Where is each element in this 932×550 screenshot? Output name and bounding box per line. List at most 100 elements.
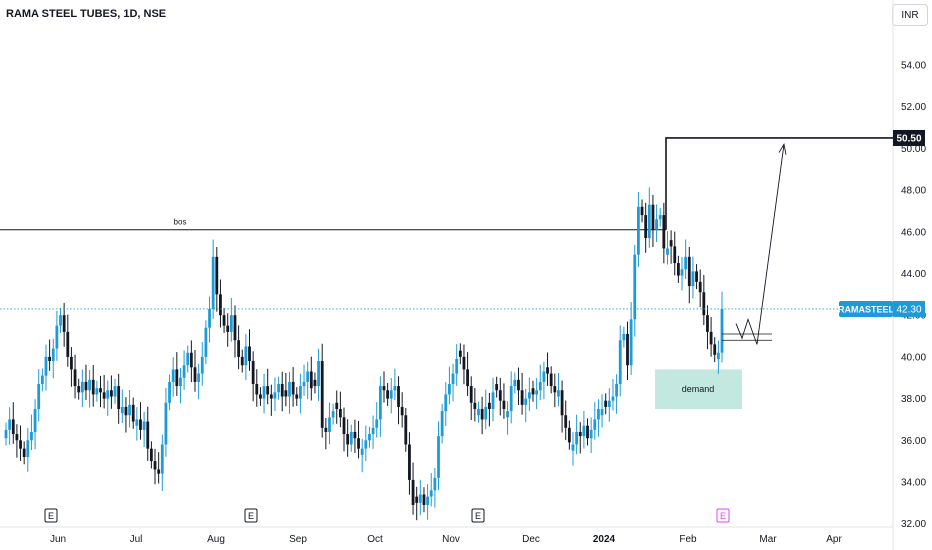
candle [280, 371, 284, 412]
candle [575, 414, 579, 455]
candle [687, 247, 691, 304]
candle [698, 269, 702, 308]
candle [248, 329, 251, 371]
candle [527, 377, 531, 411]
candle [611, 379, 615, 411]
candle [240, 349, 244, 373]
candle [153, 448, 157, 485]
earnings-badge[interactable] [244, 508, 258, 523]
candle [208, 296, 211, 343]
candle [131, 397, 135, 429]
candle [404, 407, 408, 452]
swing-high-line[interactable] [665, 137, 893, 230]
candle [102, 375, 106, 409]
candle [33, 399, 37, 450]
x-tick-label: Feb [679, 534, 697, 545]
x-tick-label: Oct [367, 534, 383, 545]
candle [324, 417, 328, 450]
candle [160, 434, 164, 491]
candle [237, 325, 241, 370]
candle [586, 418, 589, 446]
earnings-badge[interactable] [471, 508, 485, 523]
candle [647, 187, 651, 248]
candle [342, 407, 346, 452]
candle [80, 369, 84, 408]
candle [55, 310, 59, 361]
y-tick-label: 52.00 [901, 102, 926, 113]
candle [557, 372, 560, 407]
candle [95, 380, 99, 402]
arrow-head-icon [778, 142, 787, 155]
candle [179, 367, 182, 404]
candle [382, 371, 386, 403]
candle [66, 314, 70, 367]
candle [644, 202, 648, 253]
candle [222, 307, 226, 333]
candle [695, 264, 698, 290]
candle [666, 231, 669, 265]
candle [720, 291, 724, 363]
projection-path[interactable] [735, 144, 785, 345]
candle [469, 376, 473, 421]
candle [262, 373, 266, 414]
candle [386, 382, 390, 406]
candle [706, 305, 709, 350]
candle [204, 320, 208, 365]
candle [255, 369, 259, 407]
candle [535, 377, 539, 410]
candle [291, 367, 295, 407]
y-tick-label: 48.00 [901, 186, 926, 197]
candle [589, 417, 593, 454]
candle [197, 363, 201, 400]
y-tick-label: 32.00 [901, 519, 926, 530]
candle [229, 297, 233, 342]
candle [462, 344, 466, 385]
candle [15, 424, 19, 458]
candle [426, 484, 430, 520]
earnings-badge[interactable] [716, 508, 730, 523]
x-tick-label: Jun [50, 534, 66, 545]
candle [157, 452, 161, 484]
candle [567, 420, 571, 450]
candle [709, 317, 713, 357]
candle [531, 380, 535, 402]
candle [302, 364, 306, 396]
candle [84, 364, 88, 401]
candle [429, 473, 433, 507]
candle [317, 348, 320, 401]
candle [328, 402, 331, 445]
x-tick-label: Aug [207, 534, 225, 545]
candle [513, 372, 517, 394]
candle [110, 375, 113, 409]
candle [422, 487, 426, 513]
candle [91, 365, 95, 407]
candle [375, 402, 379, 438]
x-tick-label: Dec [522, 534, 540, 545]
candle [378, 376, 382, 437]
candle [506, 401, 509, 435]
demand-zone[interactable] [655, 369, 742, 410]
earnings-badge[interactable] [44, 508, 58, 523]
high-price-badge [893, 129, 925, 146]
candle [433, 468, 437, 508]
y-tick-label: 46.00 [901, 227, 926, 238]
candle [393, 368, 397, 401]
candle [546, 352, 549, 386]
candle [37, 369, 41, 422]
candle [673, 231, 677, 276]
candle [44, 344, 48, 391]
candle [182, 350, 186, 391]
candle [371, 415, 375, 449]
candle [658, 207, 662, 227]
candle [415, 486, 419, 521]
candle [676, 255, 680, 283]
candle [120, 389, 124, 423]
candle [273, 377, 277, 411]
candle [498, 377, 502, 416]
candle [487, 392, 491, 427]
candle [542, 361, 546, 400]
candle [524, 388, 528, 423]
y-tick-label: 38.00 [901, 394, 926, 405]
candle [397, 376, 400, 425]
